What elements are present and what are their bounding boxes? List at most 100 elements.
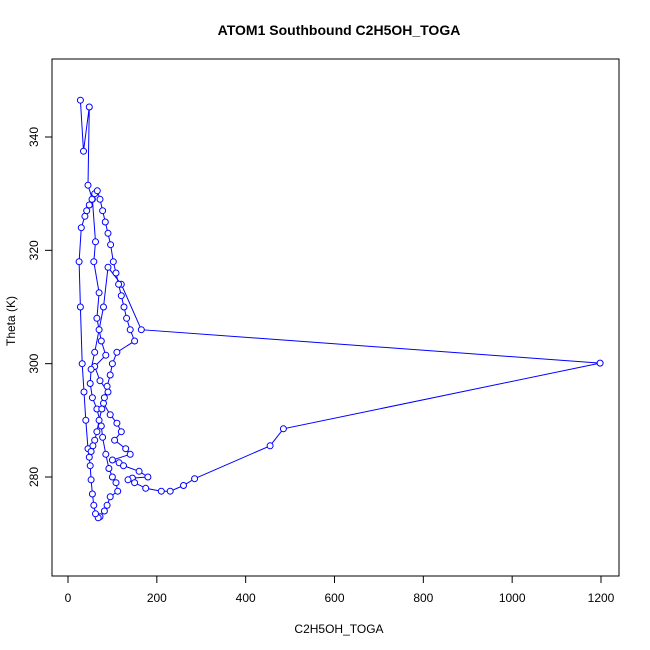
- data-point: [96, 377, 104, 385]
- x-tick-label: 600: [324, 591, 344, 605]
- y-tick-label: 300: [27, 353, 41, 373]
- data-point: [180, 482, 187, 489]
- data-point: [191, 475, 199, 483]
- data-point: [111, 436, 119, 444]
- data-point: [97, 422, 105, 430]
- data-point: [104, 388, 112, 396]
- data-point: [80, 388, 88, 396]
- data-point: [75, 258, 83, 266]
- data-point: [85, 103, 93, 111]
- data-point: [103, 382, 111, 390]
- data-point: [85, 453, 93, 461]
- data-point: [96, 195, 104, 203]
- chart-title: ATOM1 Southbound C2H5OH_TOGA: [218, 22, 461, 38]
- data-point: [123, 314, 131, 322]
- data-point: [86, 462, 94, 470]
- data-point: [88, 195, 96, 203]
- data-point: [87, 476, 95, 484]
- data-point: [95, 416, 103, 424]
- data-point: [113, 348, 121, 356]
- data-point: [97, 337, 105, 345]
- series-polyline: [78, 100, 601, 519]
- data-point: [87, 365, 95, 373]
- data-point: [93, 428, 101, 436]
- data-point: [92, 510, 99, 518]
- data-point: [107, 241, 115, 249]
- data-point: [102, 450, 110, 458]
- data-point: [112, 269, 120, 277]
- data-point: [126, 326, 134, 334]
- data-point: [91, 348, 99, 356]
- data-point: [80, 147, 87, 155]
- data-point: [83, 207, 91, 215]
- x-axis-label: C2H5OH_TOGA: [294, 622, 383, 636]
- data-point: [142, 484, 150, 492]
- data-point: [104, 229, 112, 237]
- data-point: [144, 473, 152, 481]
- data-point: [82, 416, 90, 424]
- data-point: [86, 380, 94, 387]
- data-point: [92, 238, 99, 246]
- series-points: [75, 96, 604, 522]
- x-tick-label: 0: [65, 591, 72, 605]
- data-point: [95, 326, 103, 334]
- plot-frame: [51, 58, 620, 577]
- x-tick-label: 1200: [588, 591, 615, 605]
- x-axis: 0 200 400 600 800 1000 1200: [65, 575, 615, 605]
- data-point: [85, 201, 93, 209]
- data-point: [84, 181, 92, 189]
- data-point: [95, 289, 103, 297]
- data-point: [100, 303, 107, 311]
- y-axis-label: Theta (K): [4, 296, 18, 346]
- data-point: [88, 490, 96, 498]
- x-tick-label: 400: [236, 591, 256, 605]
- data-point: [106, 371, 114, 379]
- data-point: [101, 218, 109, 226]
- data-point: [108, 473, 116, 481]
- data-point: [98, 405, 106, 413]
- data-point: [78, 360, 86, 368]
- data-point: [122, 445, 130, 453]
- data-point: [87, 448, 95, 455]
- x-tick-label: 200: [147, 591, 167, 605]
- data-point: [135, 467, 143, 475]
- data-point: [113, 419, 121, 427]
- data-point: [115, 280, 123, 288]
- data-point: [99, 207, 107, 215]
- data-point: [120, 303, 128, 311]
- data-point: [114, 487, 122, 495]
- data-point: [105, 465, 113, 472]
- data-point: [100, 394, 108, 402]
- data-point: [100, 399, 107, 407]
- series-line: [78, 100, 601, 519]
- data-point: [81, 212, 89, 220]
- data-point: [266, 442, 274, 450]
- data-point: [99, 433, 107, 441]
- data-point: [137, 326, 145, 334]
- data-point: [131, 479, 139, 487]
- data-point: [104, 263, 112, 271]
- data-point: [88, 394, 96, 402]
- data-point: [106, 493, 114, 501]
- data-point: [157, 487, 165, 495]
- data-point: [117, 292, 125, 300]
- data-point: [120, 462, 127, 470]
- data-point: [93, 187, 101, 195]
- data-point: [90, 501, 98, 509]
- data-point: [279, 425, 287, 433]
- data-point: [108, 360, 116, 368]
- data-point: [90, 258, 98, 266]
- data-point: [93, 314, 101, 322]
- data-point: [596, 359, 604, 367]
- data-point: [76, 303, 84, 311]
- y-tick-label: 280: [27, 467, 41, 487]
- data-point: [108, 456, 116, 464]
- data-point: [131, 337, 139, 345]
- y-tick-label: 340: [27, 127, 41, 147]
- x-tick-label: 800: [413, 591, 433, 605]
- data-point: [102, 351, 110, 359]
- data-point: [76, 96, 84, 104]
- x-tick-label: 1000: [499, 591, 526, 605]
- data-point: [117, 428, 125, 436]
